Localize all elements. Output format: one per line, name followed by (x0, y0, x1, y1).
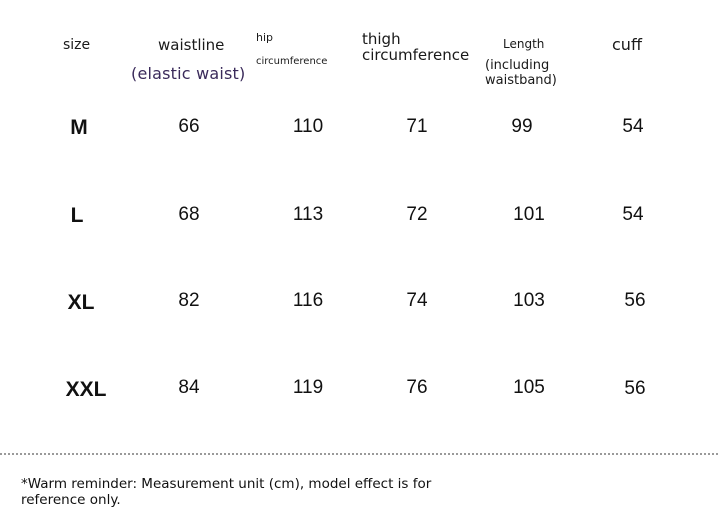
cuff-cell: 54 (622, 204, 644, 225)
waistline-cell: 68 (178, 204, 200, 225)
waistline-cell: 82 (178, 290, 200, 311)
cuff-cell: 56 (624, 290, 646, 311)
size-cell: M (70, 116, 88, 139)
header-length: Length (503, 37, 545, 51)
thigh-cell: 71 (406, 116, 428, 137)
length-cell: 99 (511, 116, 533, 137)
thigh-cell: 74 (406, 290, 428, 311)
waistline-cell: 66 (178, 116, 200, 137)
waistline-cell: 84 (178, 377, 200, 398)
length-cell: 103 (513, 290, 545, 311)
length-cell: 101 (513, 204, 545, 225)
hip-cell: 113 (292, 204, 324, 225)
header-length-note: (including waistband) (485, 58, 575, 88)
hip-cell: 110 (292, 116, 324, 137)
header-thigh: thigh circumference (362, 31, 477, 63)
dotted-divider (0, 453, 718, 455)
size-cell: XL (67, 291, 95, 314)
header-waistline: waistline (158, 36, 225, 54)
thigh-cell: 76 (406, 377, 428, 398)
size-cell: L (70, 204, 84, 227)
cuff-cell: 54 (622, 116, 644, 137)
thigh-cell: 72 (406, 204, 428, 225)
length-cell: 105 (513, 377, 545, 398)
header-waistline-note: (elastic waist) (131, 64, 246, 83)
size-cell: XXL (65, 378, 107, 401)
header-length-note-text: (including waistband) (485, 58, 557, 88)
header-thigh-text: thigh circumference (362, 30, 470, 64)
header-hip-circumference: circumference (256, 56, 328, 67)
header-hip: hip (256, 31, 274, 44)
hip-cell: 116 (292, 290, 324, 311)
warm-reminder-note: *Warm reminder: Measurement unit (cm), m… (21, 476, 432, 508)
header-cuff: cuff (612, 35, 642, 54)
header-size: size (63, 37, 91, 53)
cuff-cell: 56 (624, 378, 646, 399)
hip-cell: 119 (292, 377, 324, 398)
